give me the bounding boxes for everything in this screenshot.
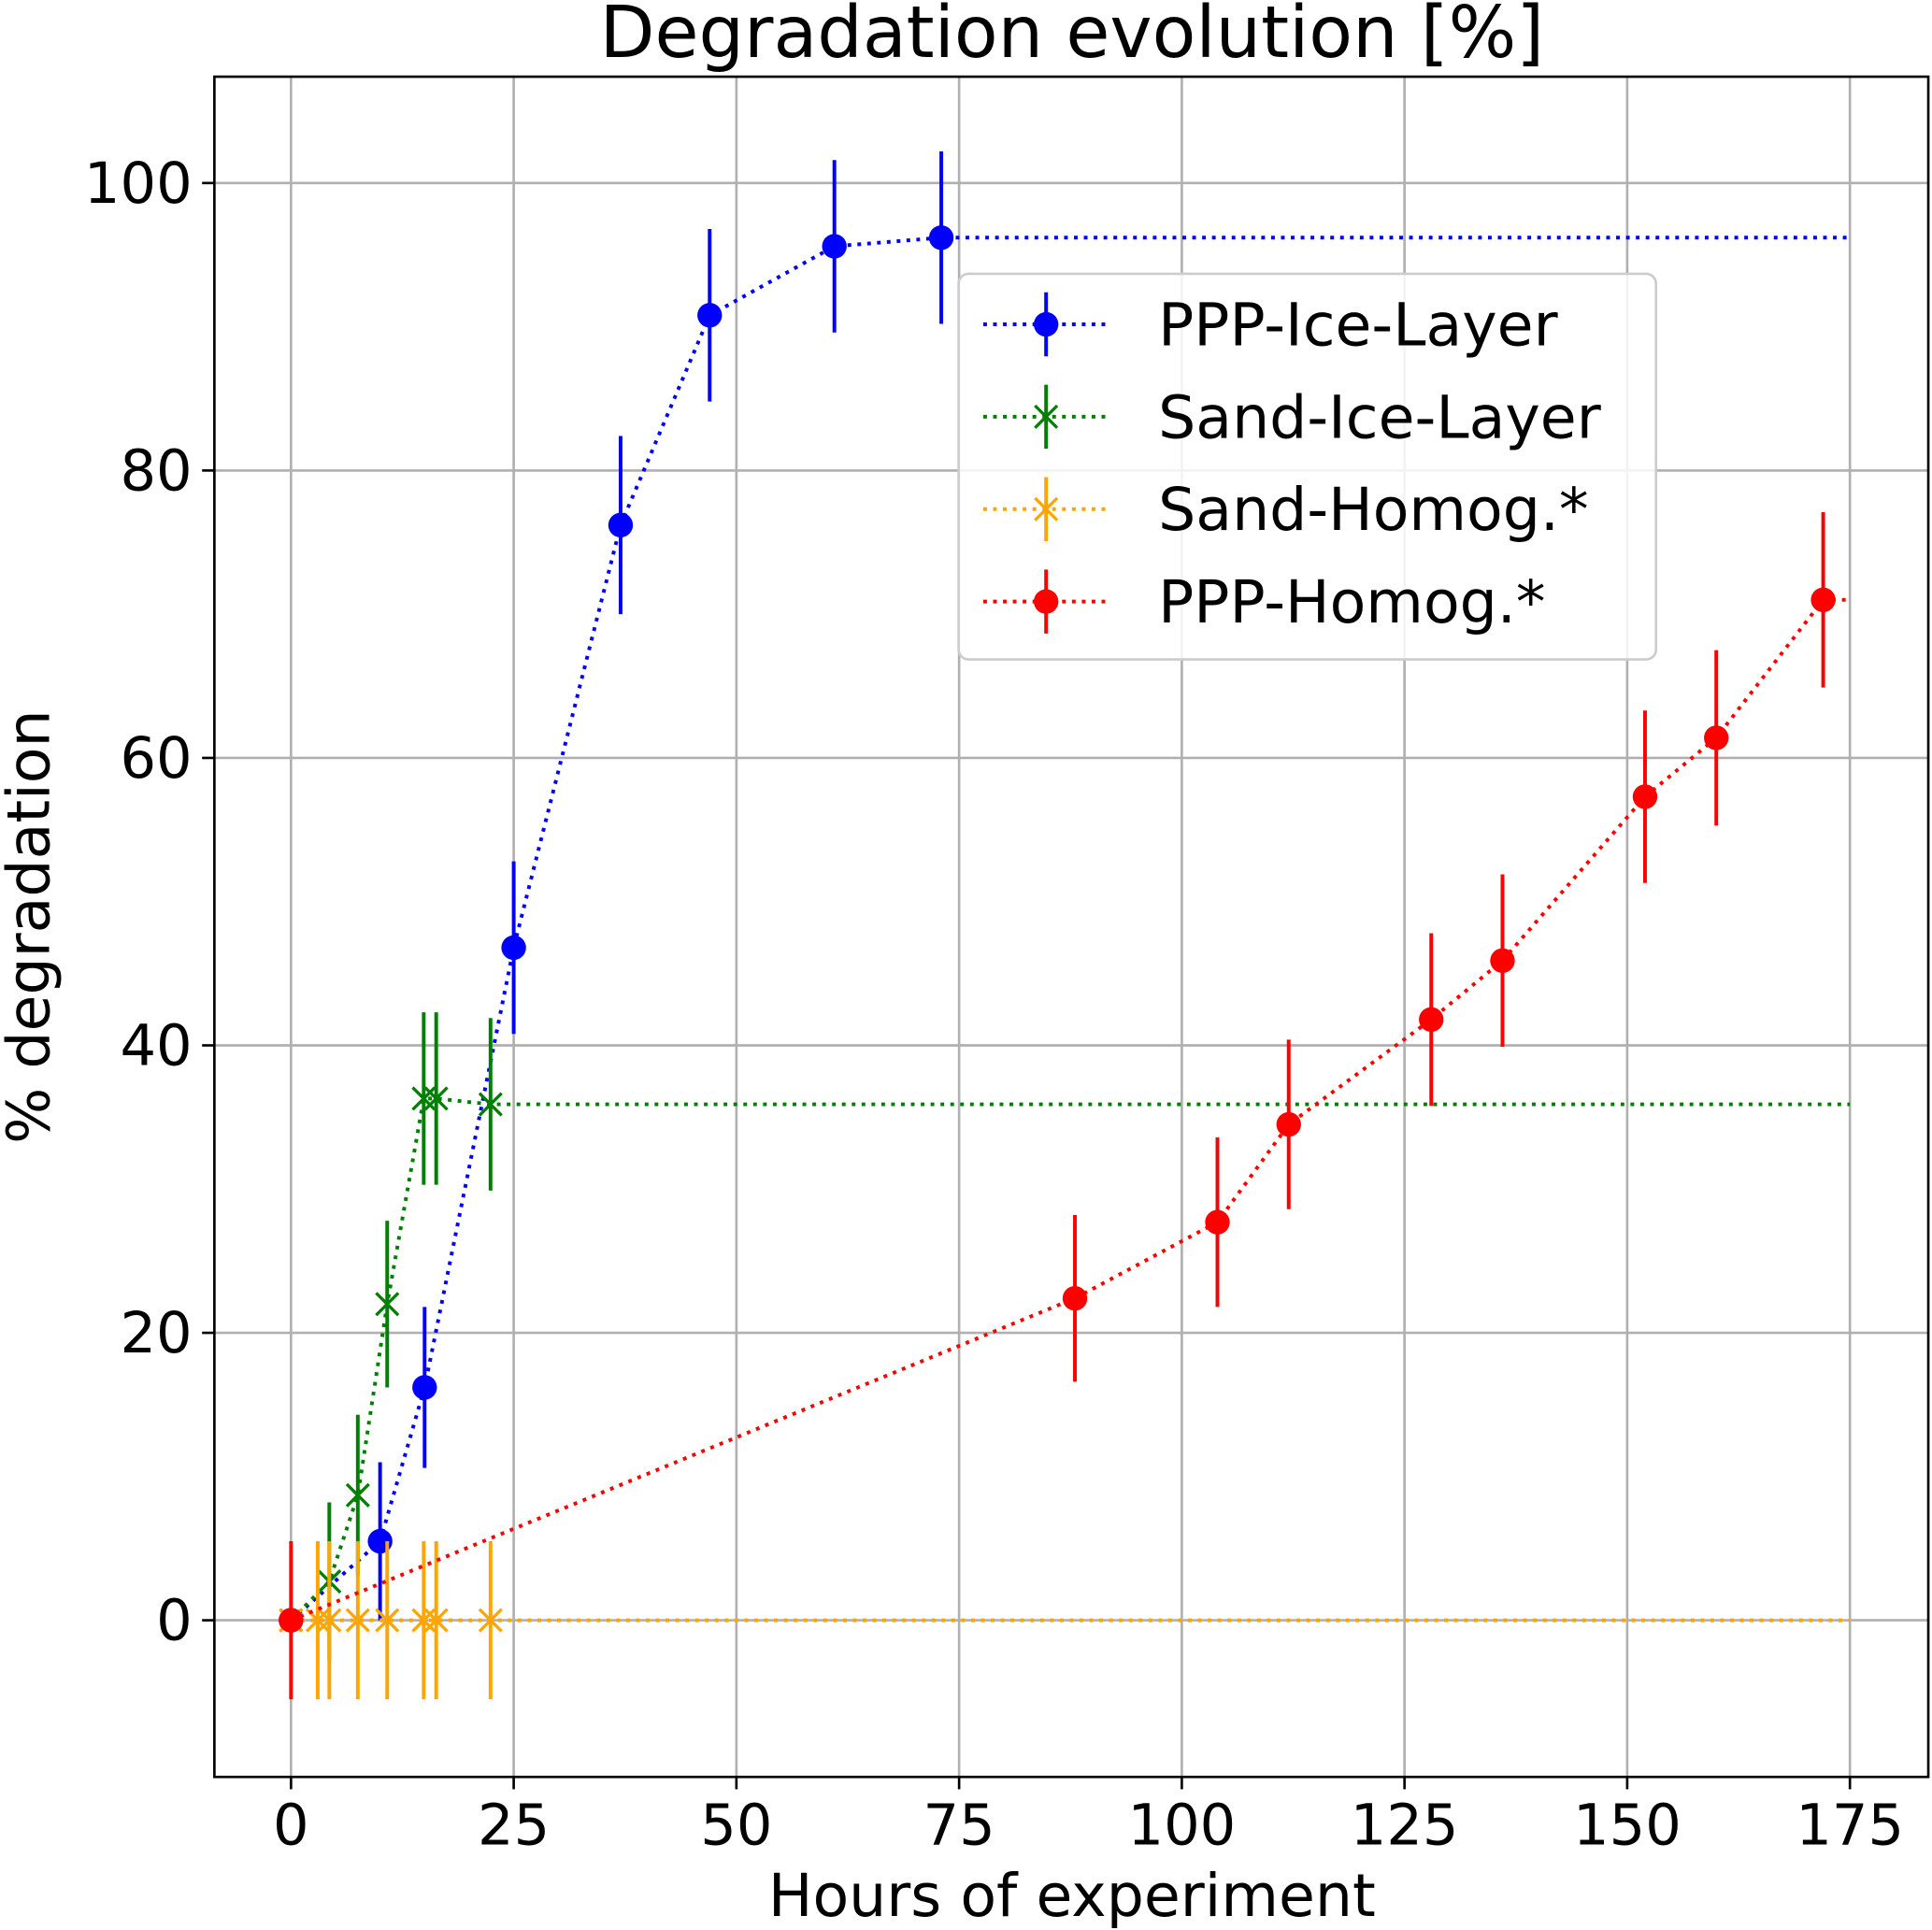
x-marker (1034, 496, 1059, 522)
circle-marker (279, 1608, 304, 1633)
x-marker (345, 1608, 370, 1633)
series-line (289, 1096, 1851, 1622)
x-marker (375, 1292, 400, 1317)
x-marker (411, 1608, 436, 1633)
circle-marker (608, 512, 634, 538)
y-tick-label: 80 (120, 438, 192, 504)
circle-marker (1810, 587, 1836, 612)
x-marker (423, 1608, 449, 1633)
x-tick-label: 150 (1573, 1794, 1682, 1859)
circle-marker (928, 225, 954, 250)
ticks: 0 25 50 75 100 125 150 175 0 20 40 60 80 100 (84, 151, 1904, 1859)
x-marker (345, 1482, 370, 1508)
x-tick-label: 0 (273, 1794, 309, 1859)
y-tick-label: 100 (84, 151, 193, 217)
y-tick-label: 60 (120, 726, 192, 792)
x-tick-label: 175 (1796, 1794, 1904, 1859)
x-tick-label: 25 (478, 1794, 550, 1859)
y-tick-label: 0 (156, 1589, 193, 1654)
circle-marker (1632, 784, 1658, 809)
x-tick-label: 100 (1128, 1794, 1237, 1859)
circle-marker (1704, 725, 1729, 751)
circle-marker (1034, 311, 1059, 337)
circle-marker (1419, 1007, 1444, 1033)
x-marker (478, 1092, 503, 1117)
y-tick-label: 20 (120, 1301, 192, 1366)
plot-frame (213, 75, 1930, 1779)
x-marker (1034, 404, 1059, 429)
legend-label: Sand-Homog.* (1158, 475, 1589, 544)
legend-box (957, 272, 1658, 661)
circle-marker (1062, 1285, 1088, 1311)
circle-marker (1490, 948, 1515, 973)
circle-marker (1276, 1111, 1301, 1137)
x-marker (478, 1608, 503, 1633)
series-line (290, 597, 1851, 1623)
legend-label: PPP-Ice-Layer (1158, 290, 1558, 359)
x-tick-label: 75 (923, 1794, 995, 1859)
y-axis-label: % degradation (0, 709, 64, 1143)
x-tick-label: 50 (700, 1794, 772, 1859)
legend-item: Sand-Ice-Layer (982, 382, 1602, 451)
circle-marker (822, 234, 847, 259)
series-ppp-homog- (279, 511, 1851, 1700)
x-axis-label: Hours of experiment (768, 1861, 1376, 1930)
circle-marker (697, 303, 723, 328)
chart-title: Degradation evolution [%] (600, 0, 1544, 75)
x-marker (375, 1608, 400, 1633)
circle-marker (1034, 589, 1059, 614)
legend-item: PPP-Homog.* (982, 567, 1546, 636)
legend-item: PPP-Ice-Layer (982, 290, 1559, 359)
x-marker (317, 1608, 342, 1633)
series-ppp-ice-layer (279, 151, 1851, 1633)
series-sand-ice-layer (279, 1012, 1851, 1661)
x-marker (423, 1086, 449, 1111)
legend-label: PPP-Homog.* (1158, 567, 1545, 636)
x-tick-label: 125 (1351, 1794, 1459, 1859)
circle-marker (1205, 1209, 1230, 1235)
x-marker (411, 1086, 436, 1111)
legend: PPP-Ice-Layer Sand-Ice-Layer Sand-Homog.* P… (957, 272, 1658, 661)
series-sand-homog- (279, 1541, 1851, 1700)
circle-marker (501, 935, 526, 961)
legend-label: Sand-Ice-Layer (1158, 382, 1602, 451)
series-layer (279, 151, 1851, 1700)
y-tick-label: 40 (120, 1014, 192, 1079)
circle-marker (412, 1375, 437, 1400)
legend-item: Sand-Homog.* (982, 475, 1589, 544)
